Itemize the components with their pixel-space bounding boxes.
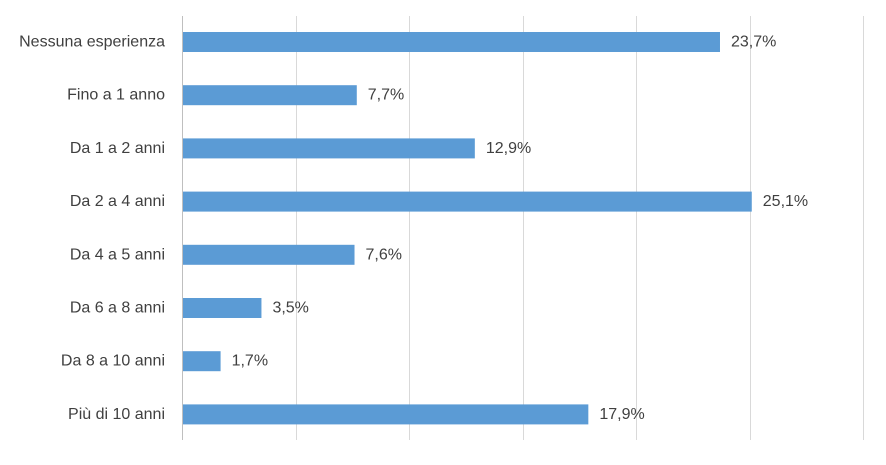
data-label: 25,1% <box>763 193 808 210</box>
gridlines <box>182 16 864 440</box>
value-labels: 23,7% 7,7% 12,9% 25,1% 7,6% 3,5% 1,7% 17,9% <box>232 34 809 423</box>
data-label: 7,6% <box>366 246 402 263</box>
bar <box>183 404 589 425</box>
data-label: 3,5% <box>272 300 308 317</box>
data-label: 7,7% <box>368 87 404 104</box>
bar <box>183 85 357 106</box>
bar <box>183 244 355 265</box>
category-label: Da 8 a 10 anni <box>61 353 165 370</box>
data-label: 17,9% <box>599 406 644 423</box>
bar <box>183 298 262 318</box>
data-label: 12,9% <box>486 140 531 157</box>
category-label: Da 6 a 8 anni <box>70 300 165 317</box>
data-label: 1,7% <box>232 353 268 370</box>
category-label: Nessuna esperienza <box>19 34 165 51</box>
bar <box>183 351 221 372</box>
bar <box>183 32 720 52</box>
bars <box>183 32 752 425</box>
category-label: Fino a 1 anno <box>67 87 165 104</box>
bar <box>183 191 752 212</box>
category-label: Da 4 a 5 anni <box>70 246 165 263</box>
data-label: 23,7% <box>731 34 776 51</box>
category-label: Da 2 a 4 anni <box>70 193 165 210</box>
bar <box>183 138 475 159</box>
category-labels: Nessuna esperienza Fino a 1 anno Da 1 a 2 … <box>19 34 165 423</box>
category-label: Più di 10 anni <box>68 406 165 423</box>
category-label: Da 1 a 2 anni <box>70 140 165 157</box>
